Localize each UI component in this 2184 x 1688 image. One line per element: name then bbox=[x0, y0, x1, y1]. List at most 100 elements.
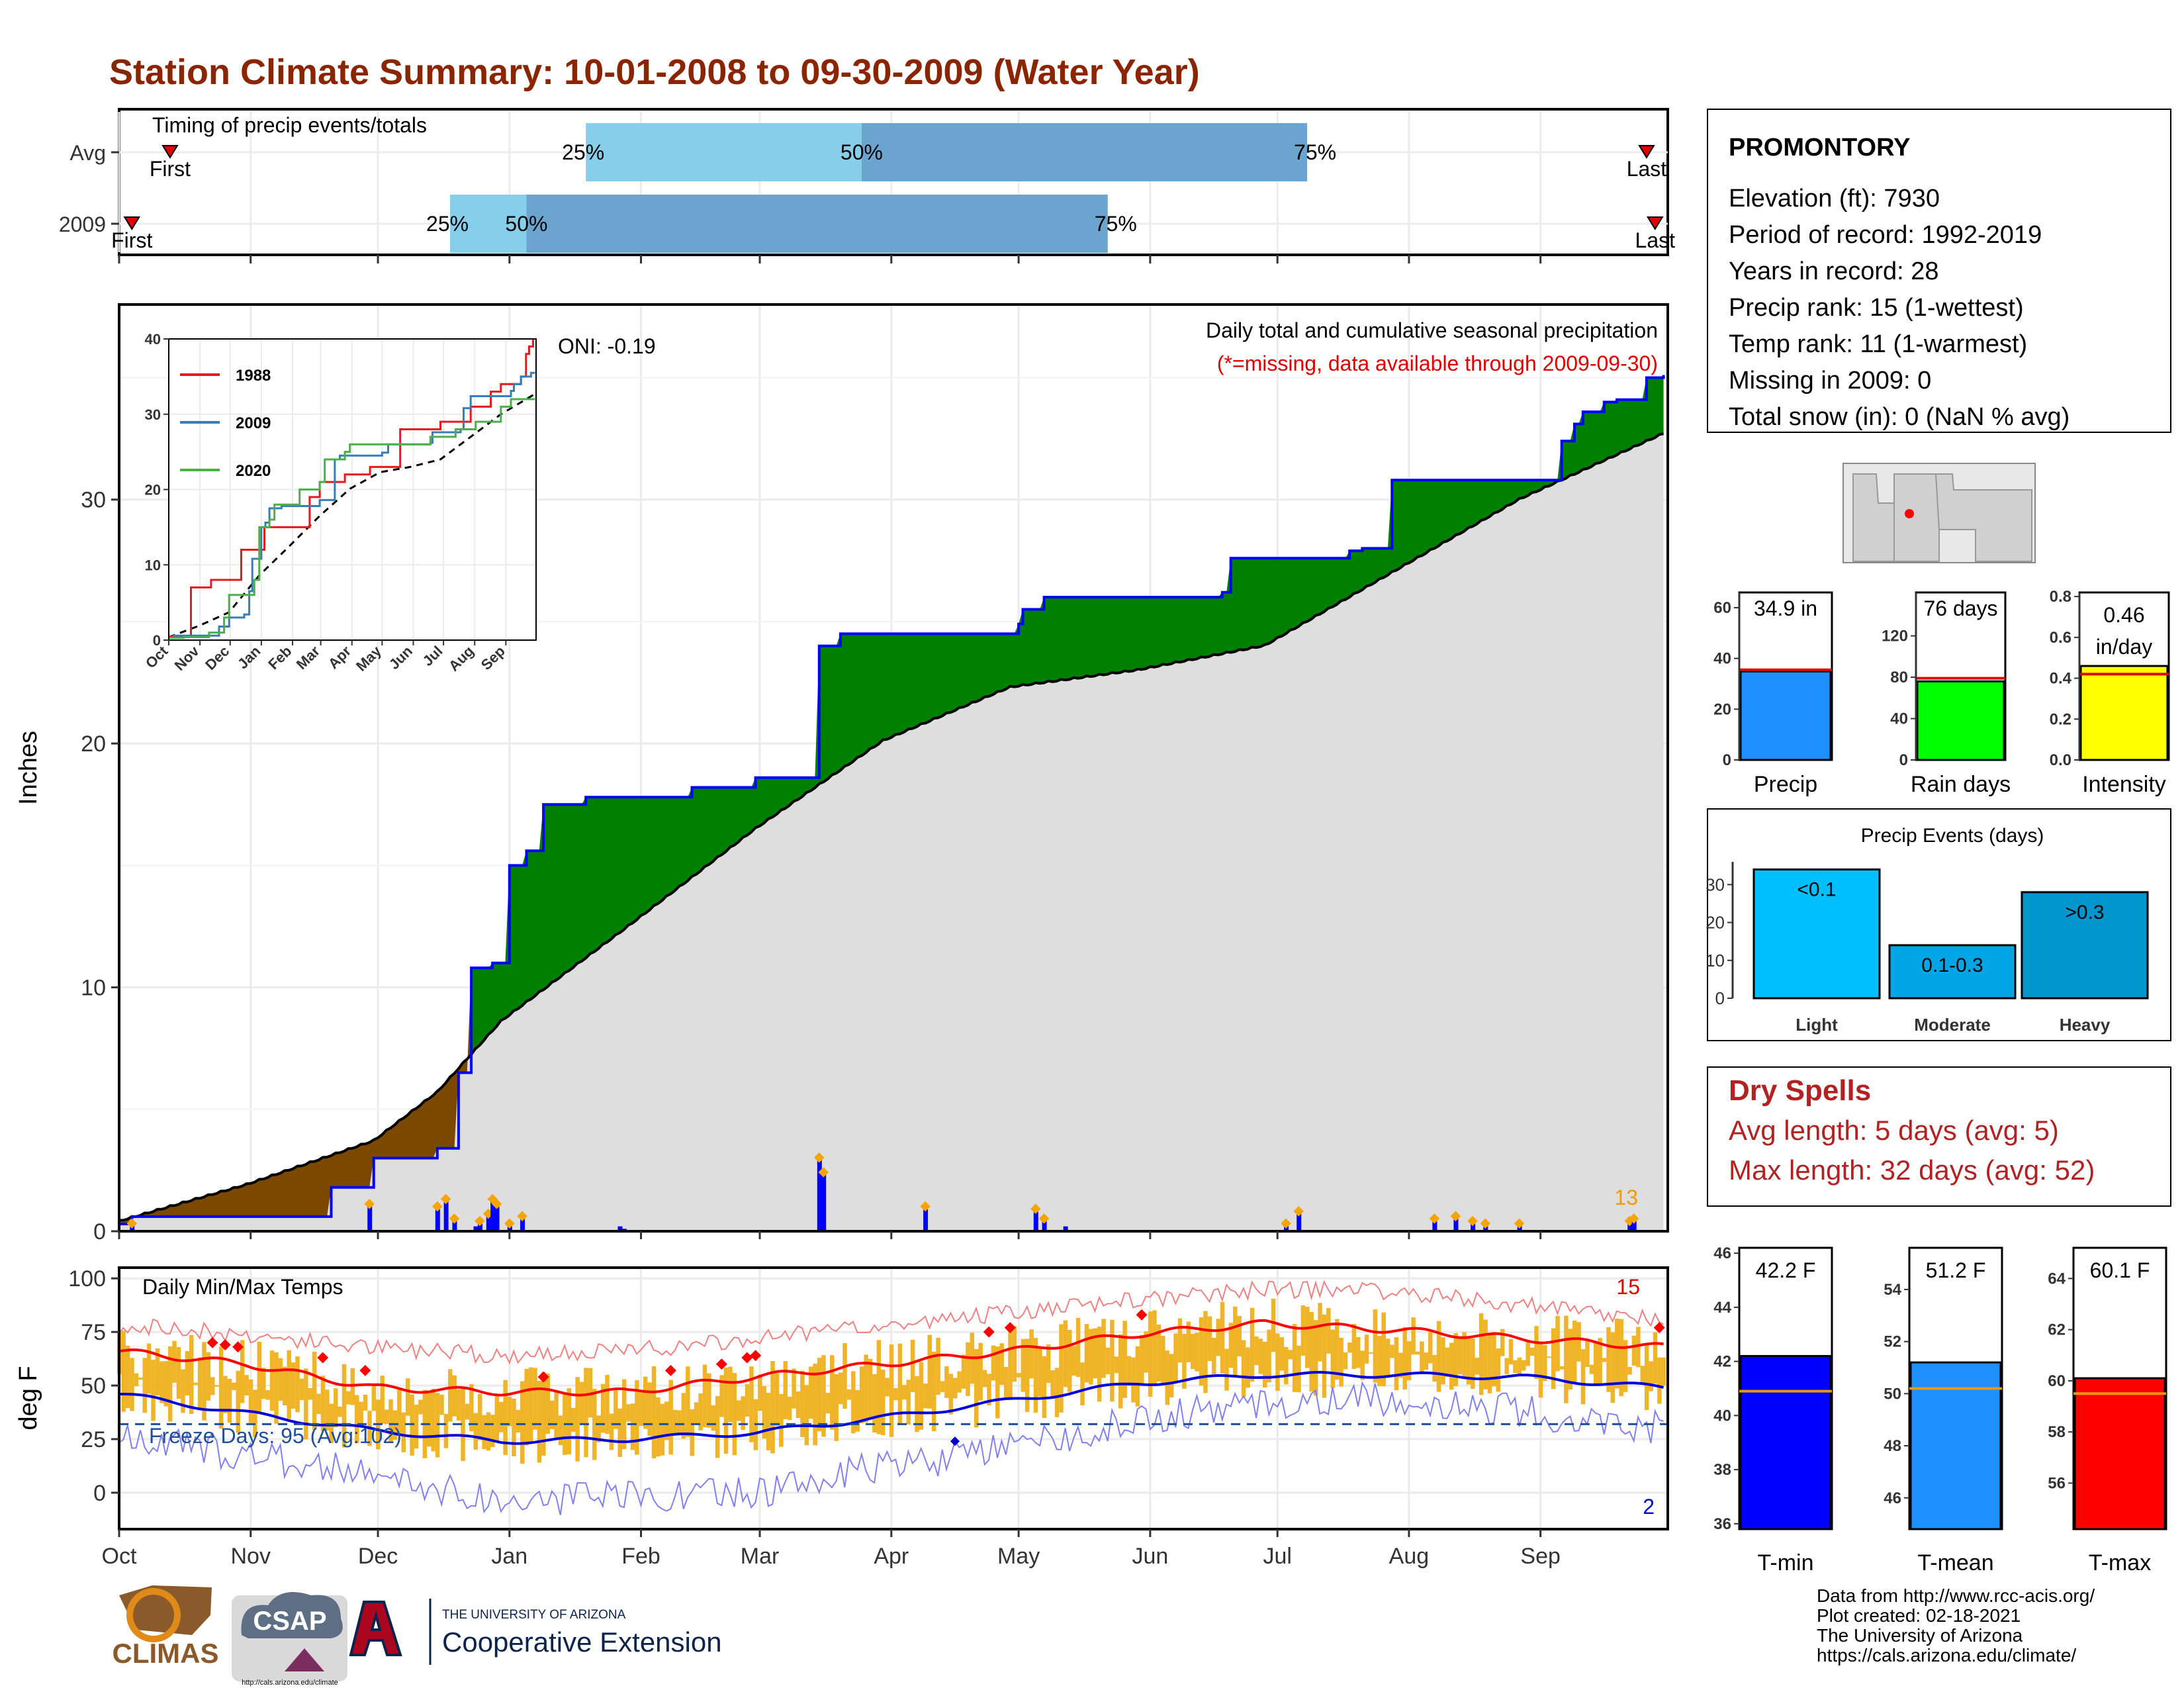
daily-temp-bar bbox=[1602, 1358, 1607, 1362]
daily-temp-bar bbox=[350, 1368, 355, 1405]
temp-summary-ytick-label: 62 bbox=[2048, 1321, 2066, 1339]
daily-temp-bar bbox=[265, 1390, 270, 1400]
daily-temp-bar bbox=[893, 1387, 898, 1401]
temp-summary-ytick-label: 46 bbox=[1713, 1244, 1731, 1262]
daily-temp-bar bbox=[503, 1380, 508, 1456]
summary-value-label: in/day bbox=[2096, 635, 2152, 659]
daily-temp-bar bbox=[1089, 1329, 1093, 1385]
daily-temp-bar bbox=[737, 1400, 741, 1421]
summary-ytick-label: 0.6 bbox=[2050, 629, 2071, 647]
daily-temp-bar bbox=[982, 1370, 987, 1387]
events-title: Precip Events (days) bbox=[1861, 825, 2044, 847]
daily-precip-bar bbox=[443, 1199, 449, 1231]
daily-temp-bar bbox=[384, 1409, 389, 1425]
daily-temp-bar bbox=[291, 1362, 296, 1409]
station-info-box: PROMONTORY Elevation (ft): 7930 Period of… bbox=[1707, 109, 2171, 433]
daily-temp-bar bbox=[1462, 1332, 1467, 1379]
daily-temp-bar bbox=[1492, 1331, 1496, 1387]
daily-temp-bar bbox=[520, 1381, 525, 1464]
daily-temp-bar bbox=[1441, 1337, 1445, 1385]
timing-label: Timing of precip events/totals bbox=[152, 113, 427, 137]
daily-temp-bar bbox=[257, 1341, 262, 1413]
temp-summary-bar-t-mean bbox=[1909, 1361, 2002, 1530]
daily-temp-bar bbox=[1538, 1342, 1543, 1398]
daily-temp-bar bbox=[825, 1393, 831, 1414]
daily-temp-bar bbox=[995, 1346, 1000, 1419]
daily-temp-bar bbox=[210, 1377, 215, 1395]
summary-value-label: 76 days bbox=[1923, 596, 1997, 620]
daily-temp-bar bbox=[1093, 1328, 1098, 1379]
csap-url: http://cals.arizona.edu/climate bbox=[242, 1679, 338, 1687]
daily-temp-bar bbox=[846, 1389, 852, 1400]
daily-temp-bar bbox=[159, 1361, 164, 1403]
daily-temp-bar bbox=[1606, 1327, 1611, 1392]
temp-summary-bar-t-min bbox=[1739, 1354, 1832, 1530]
daily-temp-bar bbox=[1046, 1344, 1051, 1383]
daily-temp-bar bbox=[732, 1373, 737, 1456]
daily-temp-bar bbox=[278, 1358, 283, 1401]
daily-temp-bar bbox=[346, 1391, 351, 1405]
daily-temp-bar bbox=[1101, 1319, 1106, 1378]
daily-temp-bar bbox=[1390, 1344, 1394, 1358]
freeze-days-label: Freeze Days: 95 (Avg:102) bbox=[149, 1424, 402, 1448]
daily-temp-bar bbox=[461, 1387, 465, 1462]
daily-temp-bar bbox=[1436, 1321, 1441, 1392]
daily-precip-marker bbox=[1293, 1206, 1304, 1217]
daily-temp-bar bbox=[482, 1415, 486, 1450]
daily-temp-bar bbox=[1075, 1317, 1081, 1378]
daily-temp-bar bbox=[371, 1385, 377, 1411]
daily-temp-bar bbox=[1220, 1301, 1225, 1374]
summary-ytick-label: 0 bbox=[1899, 751, 1908, 769]
station-info-line: Years in record: 28 bbox=[1729, 258, 1939, 285]
csap-mountain-icon bbox=[285, 1648, 324, 1671]
daily-temp-bar bbox=[1292, 1323, 1297, 1392]
daily-precip-marker bbox=[920, 1201, 931, 1212]
month-label: May bbox=[997, 1544, 1040, 1569]
timing-bar-lower bbox=[450, 195, 527, 253]
daily-temp-bar bbox=[172, 1340, 177, 1383]
summary-ytick-label: 40 bbox=[1890, 710, 1908, 728]
record-high-marker bbox=[1004, 1322, 1016, 1334]
daily-temp-bar bbox=[528, 1367, 533, 1444]
daily-temp-bar bbox=[1500, 1329, 1505, 1356]
daily-precip-bar bbox=[1453, 1216, 1459, 1231]
summary-ytick-label: 0.2 bbox=[2050, 710, 2071, 728]
daily-temp-bar bbox=[533, 1368, 537, 1430]
daily-temp-bar bbox=[1271, 1298, 1276, 1352]
daily-temp-bar bbox=[1394, 1337, 1399, 1391]
daily-temp-bar bbox=[1631, 1335, 1637, 1366]
timing-p25-label: 25% bbox=[562, 140, 604, 164]
daily-temp-bar bbox=[1021, 1338, 1026, 1392]
daily-temp-bar bbox=[1513, 1360, 1518, 1374]
daily-temp-bar bbox=[668, 1380, 673, 1455]
daily-temp-bar bbox=[567, 1388, 572, 1455]
daily-temp-bar bbox=[1038, 1348, 1042, 1397]
daily-temp-bar bbox=[1356, 1337, 1361, 1368]
daily-temp-bar bbox=[443, 1413, 449, 1448]
daily-precip-marker bbox=[1030, 1203, 1041, 1214]
daily-temp-bar bbox=[698, 1393, 703, 1430]
summary-category-label: Precip bbox=[1754, 772, 1817, 797]
record-high-marker bbox=[983, 1326, 995, 1338]
daily-temp-bar bbox=[146, 1343, 152, 1394]
daily-temp-bar bbox=[1343, 1352, 1348, 1370]
daily-temp-bar bbox=[614, 1390, 618, 1429]
inset-legend-label: 1988 bbox=[236, 367, 271, 385]
daily-temp-bar bbox=[1657, 1357, 1662, 1404]
daily-temp-bar bbox=[1326, 1307, 1331, 1354]
events-ytick-label: 30 bbox=[1706, 874, 1725, 894]
daily-temp-bar bbox=[991, 1345, 996, 1381]
daily-temp-bar bbox=[987, 1374, 991, 1405]
record-high-marker bbox=[741, 1352, 753, 1364]
temp-summary-value-label: 60.1 F bbox=[2090, 1258, 2150, 1282]
daily-temp-bar bbox=[779, 1393, 784, 1447]
daily-temp-bar bbox=[1564, 1315, 1569, 1403]
daily-temp-bar bbox=[948, 1374, 954, 1415]
daily-temp-bar bbox=[1284, 1346, 1289, 1385]
daily-temp-bar bbox=[978, 1342, 983, 1401]
cumulative-2009-line bbox=[118, 375, 1665, 1225]
csap-logo: CSAP http://cals.arizona.edu/climate bbox=[232, 1592, 347, 1687]
daily-precip-marker bbox=[1281, 1218, 1291, 1229]
daily-temp-bar bbox=[469, 1384, 474, 1432]
